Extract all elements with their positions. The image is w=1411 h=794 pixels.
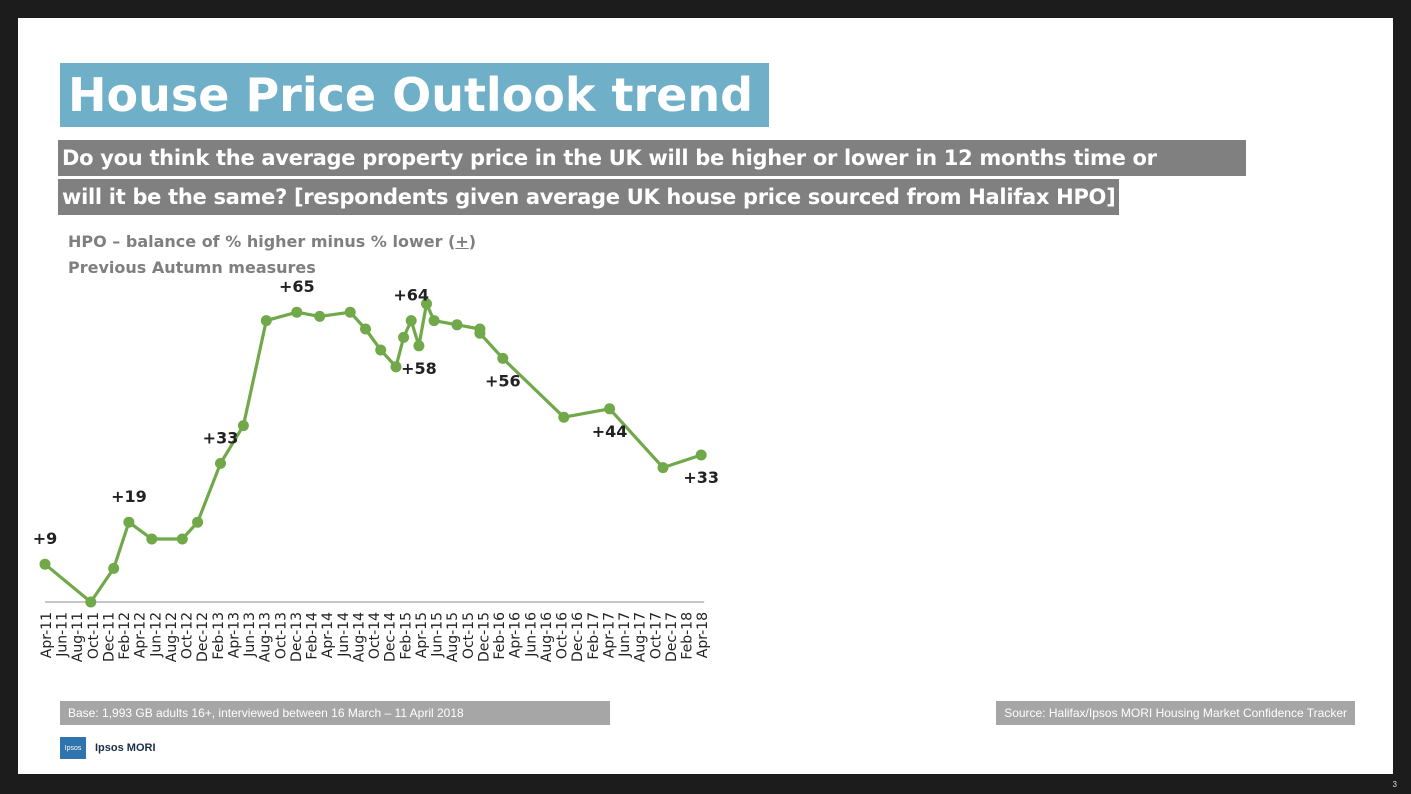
x-tick-label: Aug-17 <box>633 612 649 662</box>
series-line <box>43 302 702 604</box>
data-point <box>398 331 410 343</box>
data-label: +44 <box>592 422 628 441</box>
data-point <box>260 315 272 327</box>
x-tick-label: Feb-15 <box>398 612 414 660</box>
data-point <box>695 449 707 461</box>
x-tick-label: Dec-16 <box>570 612 586 662</box>
legend-autumn-label: Previous Autumn measures <box>68 258 316 277</box>
x-tick-label: Jun-15 <box>430 612 446 658</box>
x-tick-label: Apr-18 <box>695 612 711 658</box>
question-line-2: will it be the same? [respondents given … <box>58 179 1120 215</box>
x-tick-label: Dec-17 <box>664 612 680 662</box>
data-point <box>421 298 432 310</box>
data-point <box>237 420 249 432</box>
x-tick-label: Feb-16 <box>492 612 508 660</box>
x-tick-label: Apr-11 <box>39 612 55 658</box>
line-chart: Apr-11 Jun-11 Aug-11 Oct-11 Dec-11 Feb-12 Apr-… <box>33 277 719 662</box>
x-tick-label: Oct-16 <box>555 612 571 659</box>
data-point <box>657 462 669 474</box>
x-tick-label: Feb-14 <box>305 612 321 660</box>
x-tick-label: Oct-13 <box>273 612 289 659</box>
data-point <box>474 327 486 339</box>
x-tick-label: Apr-17 <box>601 612 617 658</box>
data-point <box>497 352 509 364</box>
x-tick-label: Apr-13 <box>226 612 242 658</box>
x-tick-label: Jun-17 <box>617 612 633 658</box>
x-tick-label: Dec-11 <box>101 612 117 662</box>
ipsos-mori-logo: Ipsos Ipsos MORI <box>60 737 156 759</box>
data-point <box>344 306 356 318</box>
data-point <box>108 562 120 574</box>
page-number: 3 <box>1392 780 1397 789</box>
legend-series-label: HPO – balance of % higher minus % lower … <box>68 232 476 251</box>
data-label: +56 <box>485 371 521 390</box>
slide: House Price Outlook trend Do you think t… <box>18 18 1393 774</box>
data-point <box>405 315 417 327</box>
x-tick-label: Dec-12 <box>195 612 211 662</box>
data-point <box>291 306 303 318</box>
data-label: +9 <box>33 529 58 548</box>
legend-prefix: HPO – balance of % higher minus % lower … <box>68 232 456 251</box>
x-tick-label: Aug-14 <box>351 612 367 662</box>
data-point <box>390 361 402 373</box>
data-label: +64 <box>393 286 429 305</box>
x-tick-label: Jun-11 <box>55 612 71 658</box>
data-label: +33 <box>683 468 719 487</box>
data-label: +33 <box>203 428 239 447</box>
data-point <box>360 323 371 335</box>
data-label: +58 <box>401 359 437 378</box>
data-point <box>314 310 326 322</box>
legend-symbol: + <box>455 232 469 251</box>
x-tick-label: Apr-16 <box>508 612 524 658</box>
data-point <box>451 319 463 331</box>
data-point <box>215 457 226 469</box>
x-tick-label: Dec-13 <box>289 612 305 662</box>
x-tick-label: Jun-14 <box>336 612 352 658</box>
x-tick-label: Oct-12 <box>180 612 196 659</box>
x-tick-label: Apr-15 <box>414 612 430 658</box>
legend-suffix: ) <box>468 232 477 251</box>
base-note: Base: 1,993 GB adults 16+, interviewed b… <box>60 701 610 725</box>
x-tick-label: Oct-17 <box>648 612 664 659</box>
data-point <box>146 533 158 545</box>
data-label: +65 <box>279 277 315 296</box>
data-point <box>85 596 97 608</box>
x-tick-label: Oct-15 <box>461 612 477 659</box>
data-point <box>558 411 570 423</box>
x-tick-label: Jun-12 <box>148 612 164 658</box>
x-tick-label: Aug-11 <box>70 612 86 662</box>
x-tick-label: Dec-15 <box>476 612 492 662</box>
x-tick-label: Aug-16 <box>539 612 555 662</box>
data-point <box>39 558 51 570</box>
data-point <box>123 516 135 528</box>
x-tick-label: Oct-14 <box>367 612 383 659</box>
x-tick-label: Apr-14 <box>320 612 336 658</box>
x-tick-label: Aug-12 <box>164 612 180 662</box>
data-label: +19 <box>111 487 147 506</box>
x-tick-label: Jun-16 <box>523 612 539 658</box>
page-title: House Price Outlook trend <box>60 63 770 127</box>
x-tick-label: Feb-13 <box>211 612 227 660</box>
data-point <box>604 403 616 415</box>
source-note: Source: Halifax/Ipsos MORI Housing Marke… <box>996 701 1355 725</box>
x-tick-label: Dec-14 <box>383 612 399 662</box>
data-point <box>176 533 188 545</box>
x-tick-label: Apr-12 <box>133 612 149 658</box>
x-tick-label: Feb-18 <box>680 612 696 660</box>
logo-text: Ipsos MORI <box>95 742 156 754</box>
data-point <box>428 315 440 327</box>
x-tick-label: Feb-17 <box>586 612 602 660</box>
data-point <box>413 340 425 352</box>
question-line-1: Do you think the average property price … <box>58 140 1246 176</box>
ipsos-logo-icon: Ipsos <box>60 737 86 759</box>
x-tick-label: Oct-11 <box>86 612 102 659</box>
data-point <box>192 516 204 528</box>
x-tick-label: Feb-12 <box>117 612 133 660</box>
x-tick-label: Aug-15 <box>445 612 461 662</box>
x-tick-label: Aug-13 <box>258 612 274 662</box>
x-tick-label: Jun-13 <box>242 612 258 658</box>
data-point <box>375 344 387 356</box>
